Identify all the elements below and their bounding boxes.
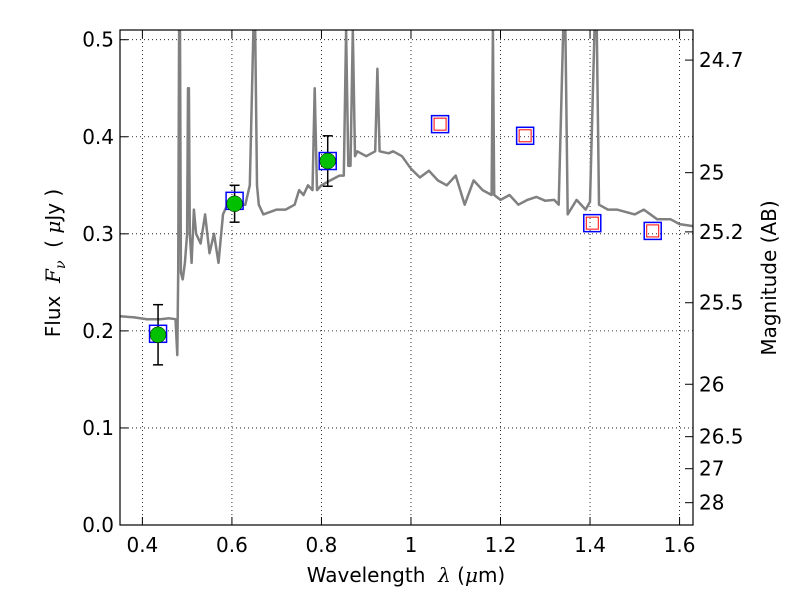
upper-limit-square: [585, 216, 599, 230]
axis-ticks: 0.4 0.6 0.8 1 1.2 1.4 1.6 0.0 0.1 0.2 0.3 0.4 0.5 24.…: [82, 28, 743, 557]
y-tick-label: 0.4: [82, 125, 114, 149]
detection-point: [226, 195, 243, 212]
model-photometry-square: [430, 114, 450, 134]
y-axis-label-symbol: F: [41, 268, 65, 284]
y2-tick-label: 25.5: [699, 291, 744, 315]
plot-area: [120, 30, 693, 366]
y2-tick-label: 28: [699, 491, 724, 515]
plot-frame: [119, 29, 694, 526]
y-axis-label: Flux Fν ( μJy ): [41, 189, 69, 337]
x-tick-label: 1.2: [485, 533, 517, 557]
x-tick-label: 1.4: [574, 533, 606, 557]
model-photometry-square: [643, 221, 662, 241]
detection-point: [319, 152, 336, 170]
y-axis-label-subscript: ν: [53, 260, 69, 269]
model-photometry-square: [583, 213, 602, 233]
upper-limit-square: [646, 224, 660, 238]
x-tick-label: 0.4: [126, 533, 158, 557]
upper-limit-square: [518, 129, 532, 143]
y-tick-label: 0.2: [82, 319, 114, 343]
x-axis-label-unit-symbol: μ: [465, 563, 478, 587]
y-tick-label: 0.0: [82, 513, 114, 537]
y-tick-label: 0.1: [82, 416, 114, 440]
x-tick-label: 1.6: [664, 533, 696, 557]
x-axis-label-symbol: λ: [437, 563, 451, 587]
model-photometry-square: [318, 151, 337, 171]
y2-tick-label: 26.5: [699, 425, 744, 449]
model-photometry-square: [515, 126, 535, 146]
x-tick-label: 1: [405, 533, 418, 557]
y2-tick-label: 27: [699, 457, 724, 481]
y2-tick-label: 25.2: [699, 220, 744, 244]
model-spectrum-line: [120, 30, 693, 357]
x-axis-label: Wavelength λ (μm): [307, 563, 506, 587]
y2-tick-label: 25: [699, 161, 724, 185]
upper-limit-square: [433, 117, 447, 131]
y-tick-label: 0.5: [82, 28, 114, 52]
grid: [120, 30, 693, 526]
x-tick-label: 0.6: [216, 533, 248, 557]
detection-point: [149, 326, 167, 344]
y2-tick-label: 24.7: [699, 48, 744, 72]
y-axis-label-unit-symbol: μ: [41, 221, 65, 234]
x-tick-label: 0.8: [306, 533, 338, 557]
y2-axis-label: Magnitude (AB): [757, 200, 781, 355]
y-tick-label: 0.3: [82, 222, 114, 246]
y2-tick-label: 26: [699, 372, 724, 396]
